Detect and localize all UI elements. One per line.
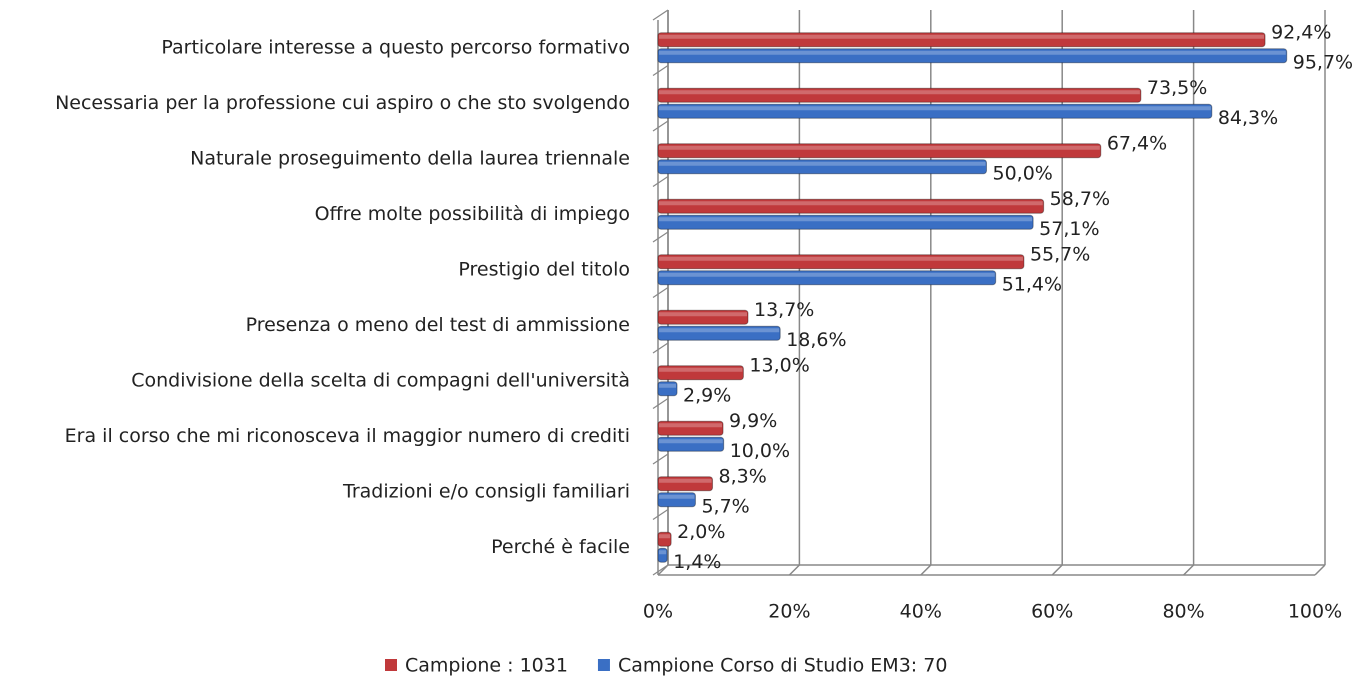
bar — [657, 492, 696, 508]
bar-highlight — [659, 534, 671, 539]
bar — [657, 531, 672, 547]
bar-highlight — [659, 34, 1265, 39]
bar — [657, 87, 1142, 103]
bar-highlight — [659, 383, 677, 388]
data-label: 2,0% — [677, 521, 725, 543]
bar — [657, 309, 749, 325]
y-tick-label: Perché è facile — [491, 536, 630, 558]
bar-highlight — [659, 106, 1211, 111]
bar-highlight — [659, 423, 723, 428]
y-tick-label: Necessaria per la professione cui aspiro… — [55, 92, 630, 114]
data-label: 5,7% — [701, 495, 749, 517]
y-tick-label: Condivisione della scelta di compagni de… — [131, 369, 630, 391]
y-tick-label: Presenza o meno del test di ammissione — [246, 314, 630, 336]
bar — [657, 103, 1213, 119]
bar — [657, 48, 1288, 64]
legend-swatch — [597, 659, 610, 671]
y-tick-label: Prestigio del titolo — [458, 258, 630, 280]
legend-label: Campione : 1031 — [405, 655, 568, 677]
tick-mark — [652, 398, 669, 409]
grid-line — [1314, 564, 1326, 576]
bar — [657, 159, 987, 175]
legend-label: Campione Corso di Studio EM3: 70 — [618, 655, 947, 677]
x-tick-label: 100% — [1288, 601, 1342, 623]
data-label: 18,6% — [786, 329, 846, 351]
x-tick-label: 40% — [900, 601, 942, 623]
data-label: 84,3% — [1218, 107, 1278, 129]
bar-highlight — [659, 90, 1140, 95]
data-label: 1,4% — [673, 551, 721, 573]
bar-highlight — [659, 256, 1023, 261]
bar-highlight — [659, 145, 1100, 150]
bar-highlight — [659, 272, 995, 277]
bar-highlight — [659, 439, 723, 444]
bar — [657, 214, 1034, 230]
x-tick-label: 60% — [1031, 601, 1073, 623]
bar — [657, 381, 678, 397]
data-label: 57,1% — [1039, 218, 1099, 240]
data-label: 10,0% — [730, 440, 790, 462]
data-label: 13,7% — [754, 299, 814, 321]
bar — [657, 325, 781, 341]
data-label: 9,9% — [729, 410, 777, 432]
legend-swatch — [385, 659, 397, 671]
bar-highlight — [659, 312, 748, 317]
grid-line — [1051, 564, 1063, 576]
y-tick-label: Naturale proseguimento della laurea trie… — [190, 147, 630, 169]
data-label: 2,9% — [683, 384, 731, 406]
tick-mark — [652, 342, 669, 354]
grid-line — [920, 564, 932, 576]
y-tick-label: Offre molte possibilità di impiego — [315, 203, 630, 225]
bar — [657, 32, 1266, 48]
bar-highlight — [659, 217, 1033, 222]
tick-mark — [652, 65, 669, 76]
bar — [657, 547, 668, 563]
tick-mark — [652, 509, 669, 520]
data-label: 95,7% — [1293, 51, 1353, 73]
bar-highlight — [659, 161, 986, 166]
bar — [657, 420, 724, 436]
tick-mark — [652, 176, 669, 187]
data-label: 13,0% — [749, 354, 809, 376]
bar-highlight — [659, 494, 695, 499]
bar-highlight — [659, 50, 1286, 55]
bar — [657, 143, 1102, 159]
data-label: 67,4% — [1107, 132, 1167, 154]
x-tick-label: 20% — [768, 601, 810, 623]
data-label: 55,7% — [1030, 243, 1090, 265]
bar-highlight — [659, 367, 743, 372]
tick-mark — [652, 9, 669, 21]
data-label: 92,4% — [1271, 21, 1331, 43]
bar — [657, 476, 714, 492]
data-label: 8,3% — [719, 465, 767, 487]
tick-mark — [652, 231, 669, 243]
bar — [657, 436, 725, 452]
grid-line — [657, 564, 669, 576]
bar-highlight — [659, 550, 667, 555]
data-label: 50,0% — [993, 162, 1053, 184]
bar-highlight — [659, 478, 712, 483]
bar-highlight — [659, 201, 1043, 206]
bar — [657, 270, 997, 286]
bar-highlight — [659, 328, 780, 333]
bar — [657, 254, 1025, 270]
x-tick-label: 80% — [1162, 601, 1204, 623]
tick-mark — [652, 453, 669, 465]
bar — [657, 365, 744, 381]
y-tick-label: Tradizioni e/o consigli familiari — [342, 480, 630, 502]
x-tick-label: 0% — [643, 601, 673, 623]
bar — [657, 198, 1045, 214]
data-label: 73,5% — [1147, 77, 1207, 99]
data-label: 51,4% — [1002, 273, 1062, 295]
y-tick-label: Particolare interesse a questo percorso … — [161, 36, 630, 58]
y-tick-label: Era il corso che mi riconosceva il maggi… — [65, 425, 630, 447]
tick-mark — [652, 120, 669, 132]
data-label: 58,7% — [1050, 188, 1110, 210]
tick-mark — [652, 287, 669, 298]
grid-line — [788, 564, 800, 576]
grid-line — [1183, 564, 1195, 576]
